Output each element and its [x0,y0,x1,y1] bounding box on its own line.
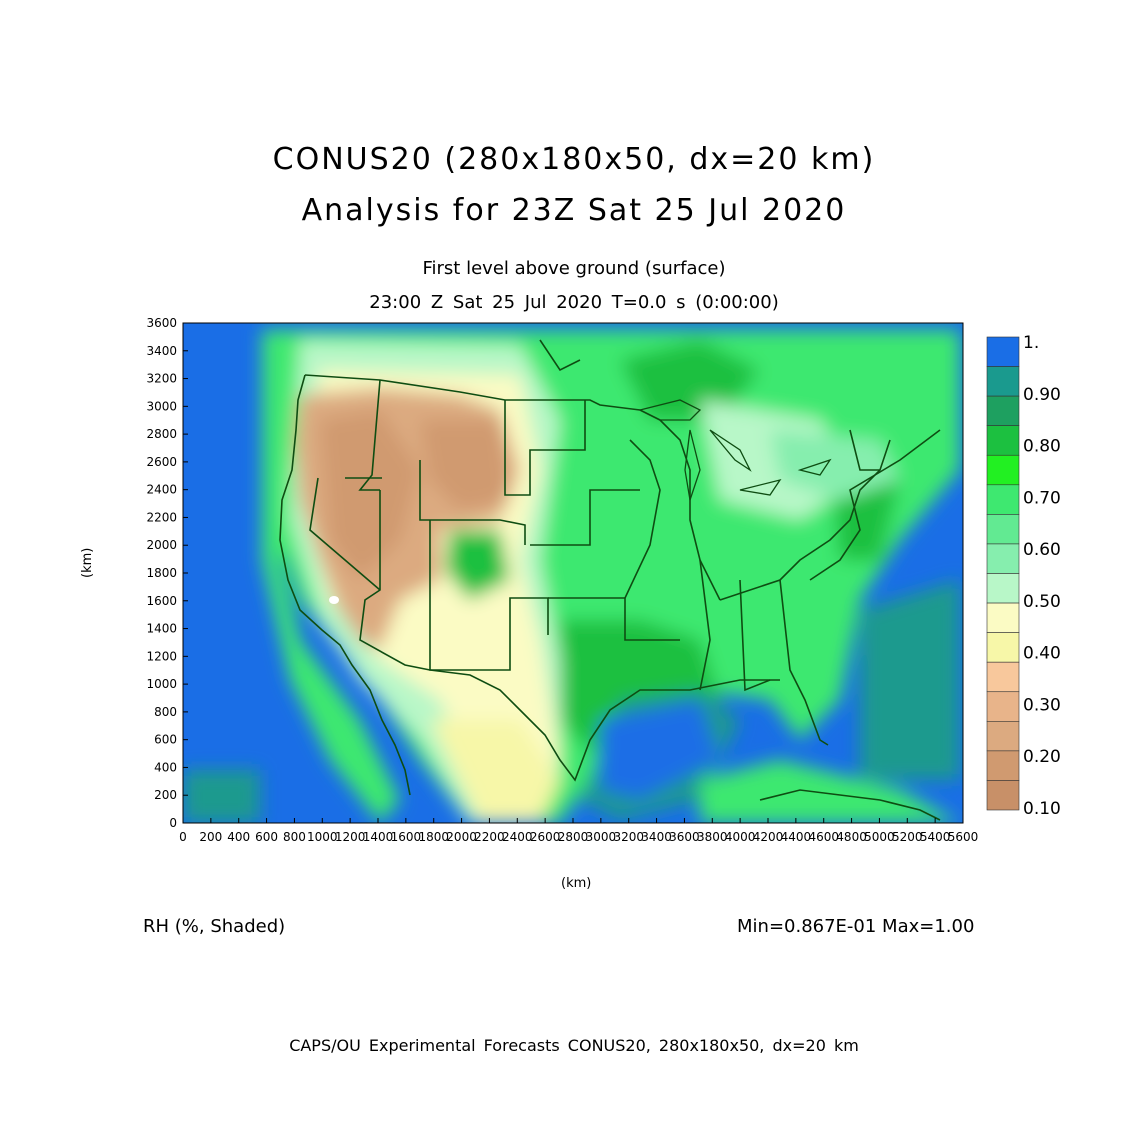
x-tick-label: 3600 [669,830,700,844]
x-tick-label: 2200 [474,830,505,844]
y-tick-label: 800 [154,705,177,719]
colorbar: 1. 0.90 0.80 0.70 0.60 0.50 0.40 0.30 0.20 0.10 [986,333,1061,819]
x-tick-label: 1000 [307,830,338,844]
x-tick-label: 1800 [418,830,449,844]
x-tick-label: 3800 [697,830,728,844]
x-tick-label: 4400 [781,830,812,844]
colorbar-swatch [986,632,1020,663]
x-tick-label: 1200 [335,830,366,844]
y-tick-label: 2800 [146,427,177,441]
y-tick-label: 1400 [146,622,177,636]
y-tick-label: 3200 [146,372,177,386]
colorbar-label: 0.60 [1023,540,1061,560]
y-tick-label: 2000 [146,538,177,552]
x-tick-label: 3400 [641,830,672,844]
x-tick-label: 0 [179,830,187,844]
y-tick-label: 3400 [146,344,177,358]
colorbar-swatch [986,454,1020,486]
y-tick-label: 0 [169,816,177,830]
colorbar-swatch [986,514,1020,545]
colorbar-swatch [986,395,1020,426]
x-tick-label: 5600 [948,830,979,844]
x-tick-label: 600 [255,830,278,844]
x-tick-label: 2400 [502,830,533,844]
plot-title-line1: CONUS20 (280x180x50, dx=20 km) [272,142,876,177]
colorbar-label: 0.80 [1023,437,1061,457]
x-tick-label: 200 [199,830,222,844]
y-tick-label: 1600 [146,594,177,608]
plot-title-line2: Analysis for 23Z Sat 25 Jul 2020 [301,193,847,228]
colorbar-label: 1. [1023,333,1039,353]
colorbar-swatch [986,336,1020,367]
colorbar-swatch [986,661,1020,693]
y-tick-label: 3600 [146,316,177,330]
colorbar-label: 0.70 [1023,488,1061,508]
x-tick-label: 5400 [920,830,951,844]
y-tick-label: 2600 [146,455,177,469]
colorbar-swatch [986,691,1020,722]
political-boundaries [279,339,941,821]
colorbar-label: 0.20 [1023,747,1061,767]
time-subtitle: 23:00 Z Sat 25 Jul 2020 T=0.0 s (0:00:00… [369,292,779,313]
colorbar-swatch [986,425,1020,456]
x-tick-label: 4600 [808,830,839,844]
colorbar-swatch [986,721,1020,752]
colorbar-swatch [986,750,1020,781]
x-tick-label: 4200 [753,830,784,844]
footer-credit: CAPS/OU Experimental Forecasts CONUS20, … [289,1036,859,1055]
y-axis-label: (km) [80,547,95,578]
colorbar-label: 0.40 [1023,644,1061,664]
min-max-readout: Min=0.867E-01 Max=1.00 [737,916,975,937]
y-axis-ticks: 0 200 400 600 800 1000 1200 1400 1600 1800 2000 220… [146,316,188,830]
x-tick-label: 1400 [363,830,394,844]
x-tick-label: 800 [283,830,306,844]
x-tick-label: 4800 [836,830,867,844]
y-tick-label: 2200 [146,510,177,524]
x-tick-label: 3000 [586,830,617,844]
x-tick-label: 2000 [446,830,477,844]
x-tick-label: 1600 [391,830,422,844]
x-tick-label: 5000 [864,830,895,844]
y-tick-label: 600 [154,733,177,747]
x-tick-label: 2600 [530,830,561,844]
level-subtitle: First level above ground (surface) [422,258,726,279]
x-tick-label: 4000 [725,830,756,844]
great-lakes [638,399,832,501]
colorbar-label: 0.90 [1023,385,1061,405]
colorbar-label: 0.50 [1023,592,1061,612]
x-axis-ticks: 0 200 400 600 800 100012001400160018002000220… [179,818,978,844]
x-tick-label: 400 [227,830,250,844]
x-tick-label: 2800 [558,830,589,844]
colorbar-swatch [986,366,1020,397]
colorbar-label: 0.10 [1023,799,1061,819]
colorbar-swatch [986,484,1020,515]
colorbar-swatch [986,573,1020,604]
y-tick-label: 1200 [146,649,177,663]
y-tick-label: 2400 [146,483,177,497]
colorbar-swatch [986,602,1020,633]
y-tick-label: 200 [154,788,177,802]
colorbar-label: 0.30 [1023,695,1061,715]
rh-field [183,323,963,823]
x-tick-label: 3200 [613,830,644,844]
y-tick-label: 3000 [146,399,177,413]
y-tick-label: 1000 [146,677,177,691]
colorbar-swatch [986,780,1020,811]
variable-label: RH (%, Shaded) [143,916,286,937]
y-tick-label: 400 [154,760,177,774]
y-tick-label: 1800 [146,566,177,580]
x-axis-label: (km) [561,876,592,891]
x-tick-label: 5200 [892,830,923,844]
colorbar-swatch [986,543,1020,574]
